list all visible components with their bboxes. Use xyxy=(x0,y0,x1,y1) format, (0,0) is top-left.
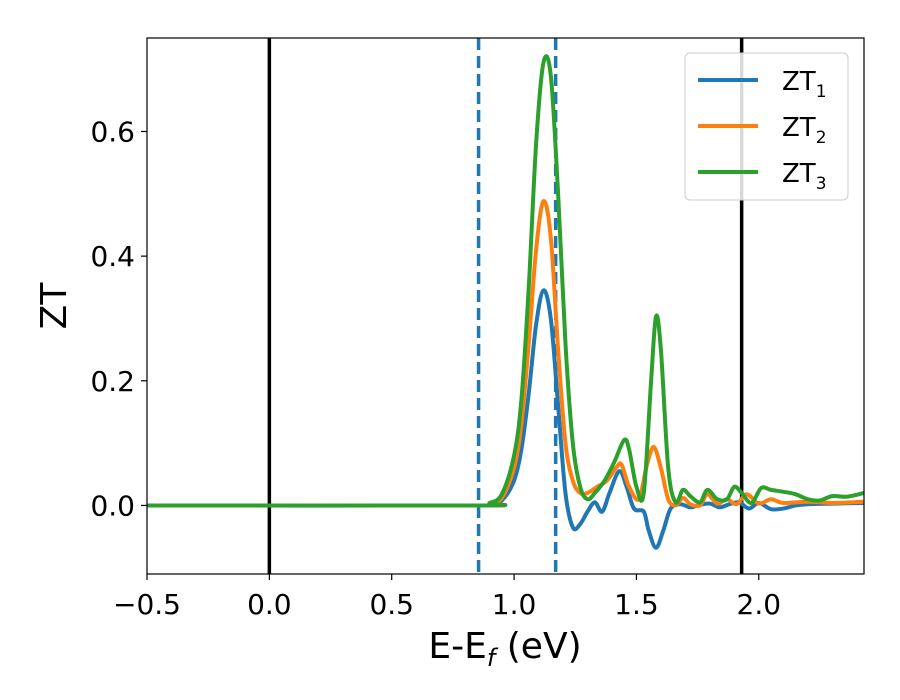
legend: ZT1 ZT2 ZT3 xyxy=(684,52,849,201)
legend-label-zt3: ZT3 xyxy=(782,159,827,194)
y-tick-label: 0.0 xyxy=(90,489,135,522)
x-tick-label: 0.5 xyxy=(369,588,414,621)
y-tick-label: 0.6 xyxy=(90,115,135,148)
plot-frame xyxy=(146,37,865,575)
x-tick-label: 1.5 xyxy=(614,588,659,621)
x-tick-label: −0.5 xyxy=(113,588,181,621)
series-line-zt1 xyxy=(147,288,864,550)
legend-box xyxy=(684,52,849,201)
y-axis-ticks: 0.0 0.2 0.4 0.6 xyxy=(90,115,147,522)
x-tick-label: 2.0 xyxy=(737,588,782,621)
y-tick-label: 0.2 xyxy=(90,365,135,398)
series-lines xyxy=(147,54,864,550)
y-tick-label: 0.4 xyxy=(90,240,135,273)
legend-label-zt1: ZT1 xyxy=(782,67,827,102)
x-axis-label: E-Ef (eV) xyxy=(428,626,581,672)
x-axis-ticks: −0.5 0.0 0.5 1.0 1.5 2.0 xyxy=(113,574,781,621)
x-tick-label: 0.0 xyxy=(247,588,292,621)
series-line-zt2 xyxy=(147,199,864,509)
series-line-zt3 xyxy=(147,54,864,508)
y-axis-label: ZT xyxy=(34,282,75,330)
x-tick-label: 1.0 xyxy=(492,588,537,621)
legend-label-zt2: ZT2 xyxy=(782,113,827,148)
